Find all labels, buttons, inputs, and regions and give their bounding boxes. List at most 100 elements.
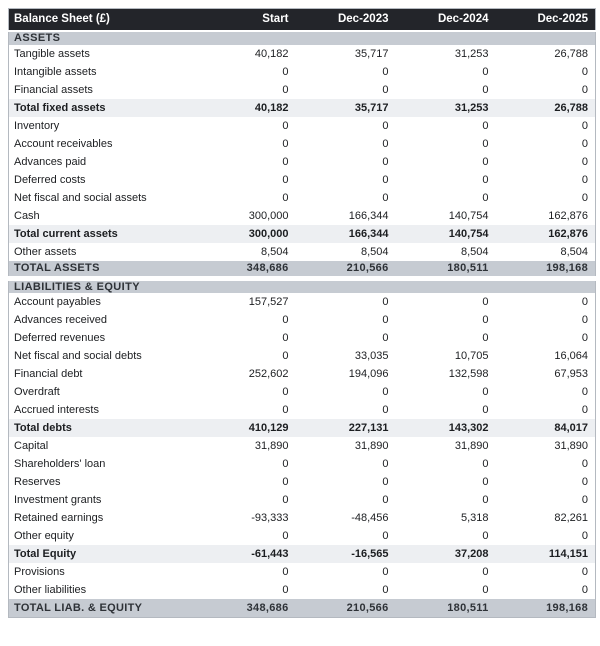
cell-value: 10,705 xyxy=(395,347,496,365)
cell-value: 0 xyxy=(195,80,296,99)
row-label: Deferred costs xyxy=(8,170,196,189)
table-row: Inventory 0 0 0 0 xyxy=(8,116,596,135)
table-row: TOTAL ASSETS 348,686 210,566 180,511 198,168 xyxy=(8,260,596,279)
cell-value: 0 xyxy=(295,329,396,347)
table-row: Accrued interests 0 0 0 0 xyxy=(8,401,596,419)
cell-value: 0 xyxy=(295,170,396,189)
cell-value: 0 xyxy=(295,473,396,491)
cell-value: 31,890 xyxy=(195,437,296,455)
table-row: Total current assets 300,000 166,344 140,75… xyxy=(8,224,596,243)
table-row: TOTAL LIAB. & EQUITY 348,686 210,566 180,51… xyxy=(8,599,596,617)
row-label: Net fiscal and social debts xyxy=(8,347,196,365)
row-label: Provisions xyxy=(8,563,196,581)
table-row: Deferred revenues 0 0 0 0 xyxy=(8,329,596,347)
table-row: Other assets 8,504 8,504 8,504 8,504 xyxy=(8,242,596,261)
cell-value: 0 xyxy=(495,527,596,545)
cell-value: 0 xyxy=(195,491,296,509)
table-row: Shareholders' loan 0 0 0 0 xyxy=(8,455,596,473)
row-label: Financial debt xyxy=(8,365,196,383)
cell-value: 0 xyxy=(195,347,296,365)
table-row: Total fixed assets 40,182 35,717 31,253 26,7… xyxy=(8,98,596,117)
cell-value: 0 xyxy=(295,527,396,545)
cell-value: 0 xyxy=(295,563,396,581)
cell-value: 0 xyxy=(395,455,496,473)
cell-value: 166,344 xyxy=(295,206,396,225)
table-row: Overdraft 0 0 0 0 xyxy=(8,383,596,401)
row-label: Account receivables xyxy=(8,134,196,153)
cell-value: 143,302 xyxy=(395,419,496,437)
cell-value: 348,686 xyxy=(195,260,296,279)
cell-value: 410,129 xyxy=(195,419,296,437)
cell-value: 8,504 xyxy=(395,242,496,261)
row-label: Total Equity xyxy=(8,545,196,563)
cell-value: 0 xyxy=(395,134,496,153)
cell-value: 0 xyxy=(395,170,496,189)
row-label: Net fiscal and social assets xyxy=(8,188,196,207)
cell-value: 26,788 xyxy=(495,44,596,63)
table-row: Financial debt 252,602 194,096 132,598 67,95… xyxy=(8,365,596,383)
cell-value: 31,890 xyxy=(495,437,596,455)
cell-value: 0 xyxy=(195,455,296,473)
cell-value: 8,504 xyxy=(195,242,296,261)
cell-value: 0 xyxy=(295,80,396,99)
cell-value: 31,890 xyxy=(395,437,496,455)
row-label: TOTAL ASSETS xyxy=(8,260,196,279)
table-row: Advances received 0 0 0 0 xyxy=(8,311,596,329)
table-row: Net fiscal and social debts 0 33,035 10,705… xyxy=(8,347,596,365)
table-row: Reserves 0 0 0 0 xyxy=(8,473,596,491)
cell-value: 198,168 xyxy=(495,599,596,617)
cell-value: 140,754 xyxy=(395,224,496,243)
row-label: Capital xyxy=(8,437,196,455)
row-label: Other equity xyxy=(8,527,196,545)
cell-value: 0 xyxy=(495,152,596,171)
balance-sheet-table: Balance Sheet (£) Start Dec-2023 Dec-202… xyxy=(8,8,596,618)
balance-sheet: Balance Sheet (£) Start Dec-2023 Dec-202… xyxy=(8,8,596,618)
cell-value: -61,443 xyxy=(195,545,296,563)
row-label: Total debts xyxy=(8,419,196,437)
table-row: Net fiscal and social assets 0 0 0 0 xyxy=(8,188,596,207)
cell-value: 16,064 xyxy=(495,347,596,365)
cell-value: 26,788 xyxy=(495,98,596,117)
cell-value: 0 xyxy=(295,116,396,135)
cell-value: 0 xyxy=(395,188,496,207)
cell-value: 8,504 xyxy=(295,242,396,261)
cell-value: 0 xyxy=(195,473,296,491)
cell-value: 0 xyxy=(495,116,596,135)
row-label: TOTAL LIAB. & EQUITY xyxy=(8,599,196,617)
cell-value: 180,511 xyxy=(395,260,496,279)
cell-value: 31,253 xyxy=(395,44,496,63)
cell-value: 0 xyxy=(195,383,296,401)
cell-value: 0 xyxy=(395,80,496,99)
cell-value: 0 xyxy=(295,455,396,473)
table-row: Financial assets 0 0 0 0 xyxy=(8,80,596,99)
row-label: Account payables xyxy=(8,293,196,311)
cell-value: 0 xyxy=(395,491,496,509)
cell-value: 84,017 xyxy=(495,419,596,437)
column-header-dec-2024: Dec-2024 xyxy=(395,8,496,32)
row-label: Inventory xyxy=(8,116,196,135)
table-row: Other equity 0 0 0 0 xyxy=(8,527,596,545)
section-header-row: ASSETS xyxy=(8,30,596,45)
section-title: LIABILITIES & EQUITY xyxy=(8,276,596,293)
cell-value: 0 xyxy=(395,62,496,81)
cell-value: 132,598 xyxy=(395,365,496,383)
table-row: Advances paid 0 0 0 0 xyxy=(8,152,596,171)
cell-value: 0 xyxy=(195,62,296,81)
cell-value: 0 xyxy=(295,188,396,207)
row-label: Other assets xyxy=(8,242,196,261)
cell-value: 194,096 xyxy=(295,365,396,383)
cell-value: 210,566 xyxy=(295,599,396,617)
table-title: Balance Sheet (£) xyxy=(8,8,196,32)
cell-value: 0 xyxy=(195,116,296,135)
cell-value: 0 xyxy=(395,563,496,581)
table-row: Total debts 410,129 227,131 143,302 84,017 xyxy=(8,419,596,437)
cell-value: 0 xyxy=(495,134,596,153)
header-row: Balance Sheet (£) Start Dec-2023 Dec-202… xyxy=(8,8,596,32)
table-row: Total Equity -61,443 -16,565 37,208 114,151 xyxy=(8,545,596,563)
column-header-start: Start xyxy=(195,8,296,32)
cell-value: 0 xyxy=(395,383,496,401)
table-row: Deferred costs 0 0 0 0 xyxy=(8,170,596,189)
row-label: Retained earnings xyxy=(8,509,196,527)
cell-value: 0 xyxy=(495,473,596,491)
cell-value: 31,890 xyxy=(295,437,396,455)
